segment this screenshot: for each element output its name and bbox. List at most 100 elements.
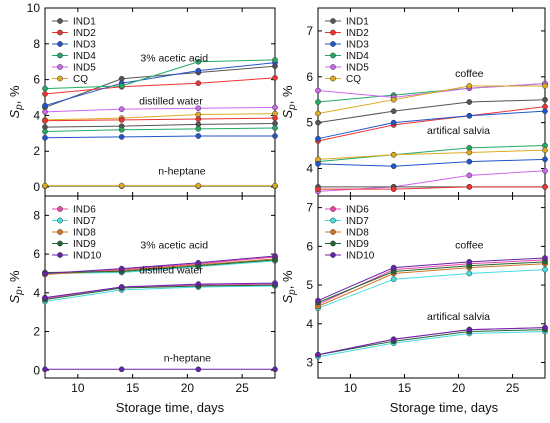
data-point [272,253,278,259]
legend-item: IND7 [325,216,369,227]
legend-swatch-marker [330,217,336,224]
data-point [466,172,473,179]
data-point [542,108,548,115]
annotation: 3% acetic acid [140,239,208,251]
legend-item: IND4 [52,51,96,62]
data-point [195,133,202,139]
legend-swatch-marker [57,229,63,235]
annotation: artifical salvia [427,311,490,323]
legend-label: IND10 [73,251,102,262]
data-point [118,284,125,290]
y-axis-label: Sp, % [7,85,25,118]
series-line [317,145,546,163]
data-point [118,126,125,133]
data-point [390,96,397,103]
annotation: coffee [455,239,484,251]
data-point [195,80,202,87]
legend-label: IND9 [73,239,96,250]
legend-label: IND8 [73,228,96,239]
annotation: 3% acetic acid [140,53,208,65]
y-tick-label: 0 [33,363,40,377]
data-point [315,297,321,304]
series-line [44,284,276,301]
data-point [390,163,397,170]
legend-swatch-marker [330,229,336,235]
series-line [44,106,276,113]
data-point [542,147,548,153]
plot-frame [317,195,546,379]
annotation: n-heptane [164,353,211,365]
x-axis-label-right: Storage time, days [390,400,499,415]
legend-swatch-marker [330,52,336,59]
series-line [317,269,546,309]
panel-br: 10 15 20 25 3 4 5 6 7 Sp, % coffee artifical salvia… [280,195,548,395]
data-point [390,108,397,115]
data-point [466,326,473,333]
data-point [195,67,202,74]
data-point [195,116,202,122]
legend-label: CQ [73,74,88,85]
legend-item: IND5 [325,63,369,74]
y-tick-label: 10 [27,1,41,15]
data-point [315,161,321,167]
data-point [315,110,321,117]
data-point [315,351,321,358]
data-point [390,119,397,126]
data-point [42,108,48,115]
legend-swatch-marker [330,252,336,258]
legend-label: IND3 [73,40,96,51]
data-point [466,83,473,89]
y-axis-label: Sp, % [280,270,298,303]
data-point [466,158,473,165]
legend-swatch-marker [57,206,63,212]
legend-item: IND6 [52,205,96,216]
data-point [542,324,548,331]
y-axis-label: Sp, % [7,270,25,303]
y-tick-label: 2 [33,325,40,339]
y-tick-label: 7 [306,201,313,215]
data-point [542,167,548,174]
legend-item: IND4 [325,51,369,62]
series-line [44,59,276,90]
legend-swatch-marker [57,217,63,224]
legend-item: IND2 [325,28,369,39]
legend-item: IND8 [325,228,369,239]
legend-label: IND3 [346,40,369,51]
data-point [390,186,397,192]
data-point [42,91,48,97]
data-point [542,156,548,163]
data-point [118,366,125,373]
data-point [42,270,48,277]
legend-swatch-marker [57,29,63,36]
data-point [466,270,473,277]
panel-tl: 0 2 4 6 8 10 Sp, % 3% acetic acid distilled wate… [7,1,278,197]
data-point [272,366,278,373]
series-line [44,117,276,122]
data-point [195,259,202,266]
y-tick-label: 6 [306,239,313,253]
y-tick-label: 6 [33,247,40,261]
x-tick-label: 20 [452,381,466,395]
data-point [42,102,48,109]
x-tick-label: 15 [398,381,412,395]
data-point [42,366,48,373]
data-point [466,99,473,105]
data-point [42,128,48,135]
series-line [317,263,546,307]
data-point [272,74,278,81]
legend-swatch-marker [330,240,336,247]
legend-item: IND1 [325,17,369,28]
series-line [317,99,546,124]
data-point [118,134,125,140]
series-line [44,285,276,303]
data-point [42,85,48,92]
data-point [390,336,397,343]
data-point [315,119,321,126]
x-axis-label-left: Storage time, days [116,400,225,415]
data-point [272,182,278,189]
legend-item: IND9 [325,239,369,250]
series-line [317,110,546,140]
data-point [272,57,278,63]
data-point [466,183,473,190]
